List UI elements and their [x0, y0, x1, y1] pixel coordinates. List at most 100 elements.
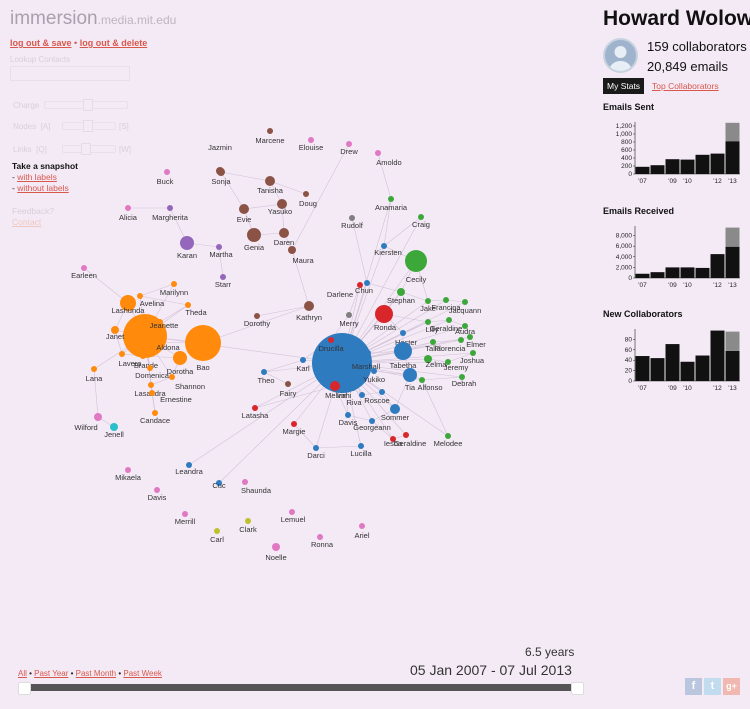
network-node[interactable]: [357, 282, 363, 288]
network-node[interactable]: [239, 204, 249, 214]
network-node[interactable]: [445, 359, 451, 365]
network-node[interactable]: [445, 433, 451, 439]
nodes-slider-handle[interactable]: [83, 120, 93, 132]
network-node[interactable]: [330, 381, 340, 391]
contact-link[interactable]: Contact: [12, 217, 42, 227]
charge-slider[interactable]: [44, 99, 128, 111]
network-node[interactable]: [164, 169, 170, 175]
network-node[interactable]: [369, 418, 375, 424]
network-node[interactable]: [252, 405, 258, 411]
network-node[interactable]: [171, 281, 177, 287]
network-node[interactable]: [125, 205, 131, 211]
range-past-month-link[interactable]: Past Month: [75, 669, 117, 678]
network-node[interactable]: [458, 337, 464, 343]
network-node[interactable]: [247, 228, 261, 242]
network-node[interactable]: [154, 487, 160, 493]
network-node[interactable]: [291, 421, 297, 427]
network-node[interactable]: [272, 543, 280, 551]
network-node[interactable]: [267, 128, 273, 134]
facebook-icon[interactable]: f: [685, 678, 702, 695]
network-node[interactable]: [425, 298, 431, 304]
network-node[interactable]: [254, 313, 260, 319]
network-node[interactable]: [443, 297, 449, 303]
logout-save-link[interactable]: log out & save: [10, 38, 72, 48]
network-node[interactable]: [261, 369, 267, 375]
network-node[interactable]: [358, 443, 364, 449]
network-node[interactable]: [303, 191, 309, 197]
network-node[interactable]: [375, 150, 381, 156]
network-hub-node[interactable]: [312, 333, 372, 393]
network-node[interactable]: [119, 351, 125, 357]
logout-delete-link[interactable]: log out & delete: [79, 38, 148, 48]
network-node[interactable]: [81, 265, 87, 271]
timeline-range-bar[interactable]: [28, 684, 574, 691]
range-past-year-link[interactable]: Past Year: [34, 669, 69, 678]
network-node[interactable]: [265, 176, 275, 186]
network-node[interactable]: [430, 339, 436, 345]
network-node[interactable]: [364, 280, 370, 286]
network-node[interactable]: [137, 293, 143, 299]
nodes-slider[interactable]: [62, 120, 116, 132]
timeline-end-handle[interactable]: [571, 682, 584, 695]
network-node[interactable]: [328, 337, 334, 343]
network-node[interactable]: [110, 423, 118, 431]
network-node[interactable]: [242, 479, 248, 485]
network-node[interactable]: [217, 168, 225, 176]
network-node[interactable]: [185, 302, 191, 308]
network-node[interactable]: [462, 299, 468, 305]
network-node[interactable]: [308, 137, 314, 143]
network-node[interactable]: [346, 141, 352, 147]
network-node[interactable]: [169, 374, 175, 380]
network-node[interactable]: [349, 215, 355, 221]
range-all-link[interactable]: All: [18, 669, 27, 678]
range-past-week-link[interactable]: Past Week: [123, 669, 162, 678]
network-node[interactable]: [359, 392, 365, 398]
network-node[interactable]: [288, 246, 296, 254]
network-node[interactable]: [425, 319, 431, 325]
network-node[interactable]: [220, 274, 226, 280]
tab-my-stats[interactable]: My Stats: [603, 78, 645, 94]
network-node[interactable]: [94, 413, 102, 421]
network-node[interactable]: [317, 534, 323, 540]
network-node[interactable]: [403, 432, 409, 438]
network-node[interactable]: [214, 528, 220, 534]
charge-slider-handle[interactable]: [83, 99, 93, 111]
network-node[interactable]: [381, 243, 387, 249]
network-node[interactable]: [185, 325, 221, 361]
network-node[interactable]: [470, 350, 476, 356]
network-node[interactable]: [424, 355, 432, 363]
network-node[interactable]: [304, 301, 314, 311]
network-node[interactable]: [405, 250, 427, 272]
snapshot-with-labels-link[interactable]: with labels: [17, 172, 57, 182]
network-node[interactable]: [446, 317, 452, 323]
network-node[interactable]: [245, 518, 251, 524]
network-node[interactable]: [149, 390, 155, 396]
network-node[interactable]: [289, 509, 295, 515]
network-node[interactable]: [379, 389, 385, 395]
timeline-slider[interactable]: [18, 682, 584, 695]
links-slider-handle[interactable]: [81, 143, 91, 155]
network-node[interactable]: [359, 523, 365, 529]
network-node[interactable]: [394, 342, 412, 360]
network-node[interactable]: [418, 214, 424, 220]
network-node[interactable]: [403, 368, 417, 382]
network-node[interactable]: [148, 382, 154, 388]
network-node[interactable]: [313, 445, 319, 451]
twitter-icon[interactable]: t: [704, 678, 721, 695]
network-node[interactable]: [371, 368, 377, 374]
google-plus-icon[interactable]: g+: [723, 678, 740, 695]
network-node[interactable]: [157, 319, 163, 325]
network-graph[interactable]: Jazmin Marcene Elouise Drew Amoldo Buck Sonja T…: [0, 0, 600, 640]
network-node[interactable]: [375, 305, 393, 323]
network-node[interactable]: [140, 353, 146, 359]
network-node[interactable]: [125, 467, 131, 473]
network-node[interactable]: [300, 357, 306, 363]
network-node[interactable]: [152, 410, 158, 416]
network-node[interactable]: [397, 288, 405, 296]
network-node[interactable]: [216, 244, 222, 250]
lookup-contacts-input[interactable]: [10, 66, 130, 81]
network-node[interactable]: [140, 334, 156, 350]
network-node[interactable]: [91, 366, 97, 372]
network-node[interactable]: [390, 404, 400, 414]
network-node[interactable]: [388, 196, 394, 202]
